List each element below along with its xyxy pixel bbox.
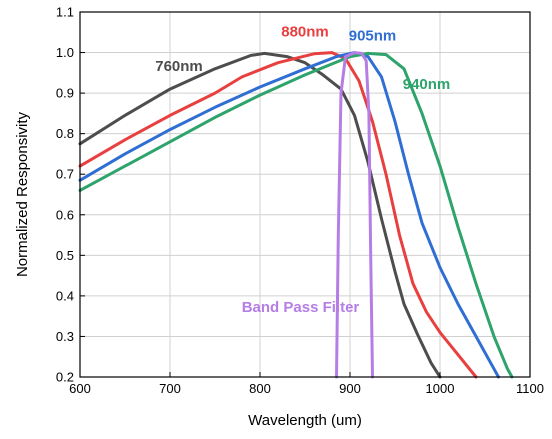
grid-lines bbox=[80, 12, 530, 377]
y-tick-label: 0.6 bbox=[56, 207, 74, 222]
y-tick-label: 0.3 bbox=[56, 329, 74, 344]
x-axis-label: Wavelength (um) bbox=[248, 412, 362, 429]
y-tick-label: 0.9 bbox=[56, 86, 74, 101]
y-tick-label: 0.2 bbox=[56, 370, 74, 385]
series-line-940nm bbox=[78, 51, 514, 379]
x-tick-label: 1100 bbox=[516, 381, 544, 396]
series-line-905nm bbox=[78, 51, 500, 379]
series-label-940nm: 940nm bbox=[403, 76, 451, 93]
series-line-880nm bbox=[78, 51, 478, 379]
series-lines bbox=[78, 51, 514, 379]
series-line-760nm bbox=[78, 51, 442, 379]
plot-frame bbox=[79, 11, 531, 378]
y-axis-label: Normalized Responsivity bbox=[14, 111, 31, 277]
x-tick-label: 700 bbox=[159, 381, 181, 396]
series-line-band-pass-filter bbox=[335, 51, 374, 379]
series-label-760nm: 760nm bbox=[155, 58, 203, 75]
y-tick-label: 0.7 bbox=[56, 167, 74, 182]
y-tick-label: 0.5 bbox=[56, 248, 74, 263]
x-tick-label: 600 bbox=[69, 381, 91, 396]
series-label-band-pass-filter: Band Pass Filter bbox=[242, 299, 360, 316]
y-tick-label: 1.1 bbox=[56, 5, 74, 20]
y-tick-label: 1.0 bbox=[56, 45, 74, 60]
axis-ticks: 600 700 800 900 1000 1100 0.2 0.3 0.4 0.5 0.6 0.7 0.… bbox=[56, 5, 544, 397]
series-label-880nm: 880nm bbox=[281, 23, 329, 40]
y-tick-label: 0.4 bbox=[56, 288, 74, 303]
x-tick-label: 800 bbox=[249, 381, 271, 396]
series-label-905nm: 905nm bbox=[349, 27, 397, 44]
series-labels: 760nm 880nm 905nm 940nm Band Pass Filter bbox=[155, 23, 450, 316]
x-tick-label: 900 bbox=[339, 381, 361, 396]
y-tick-label: 0.8 bbox=[56, 126, 74, 141]
x-tick-label: 1000 bbox=[426, 381, 455, 396]
